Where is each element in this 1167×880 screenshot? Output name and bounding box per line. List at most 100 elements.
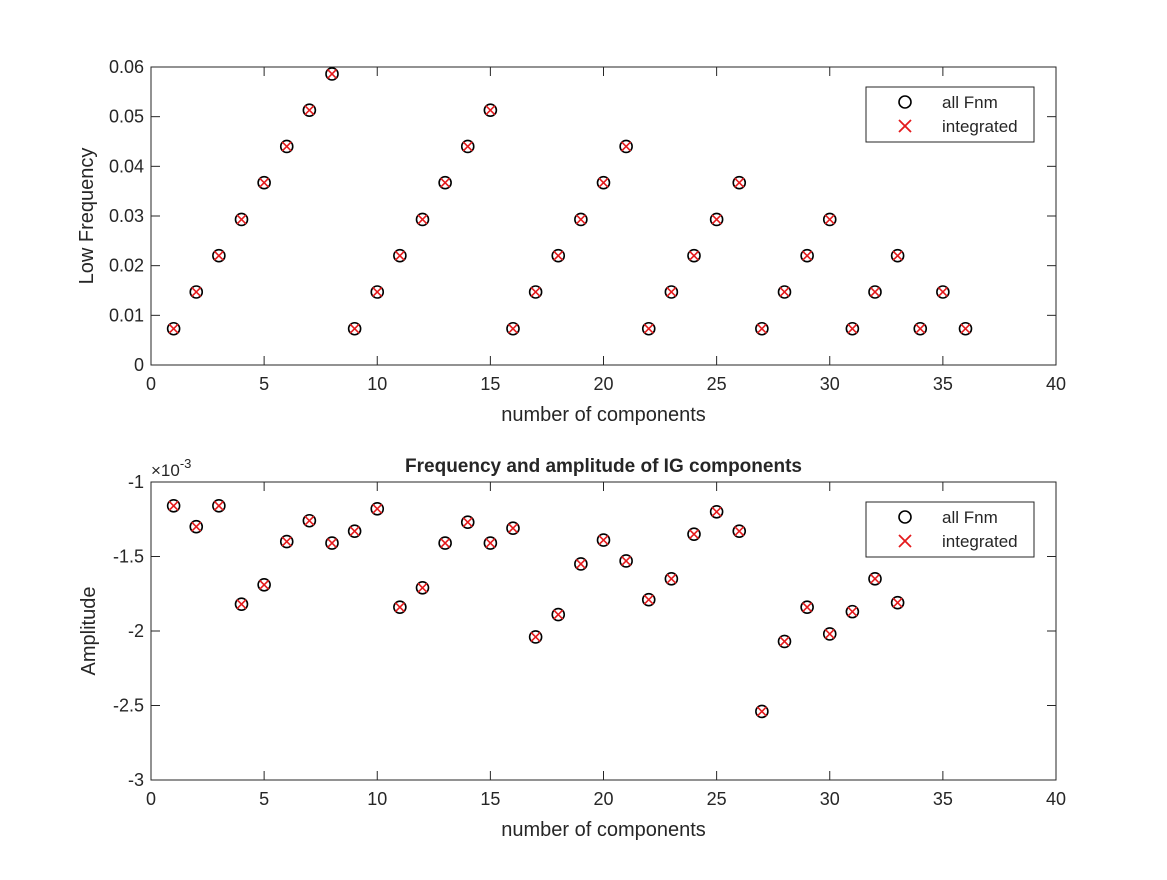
all-fnm-point: [551, 248, 566, 263]
all-fnm-point: [777, 285, 792, 299]
all-fnm-point: [913, 321, 928, 336]
all-fnm-point: [687, 248, 701, 263]
chart-title: Frequency and amplitude of IG components: [405, 456, 802, 477]
integrated-point: [281, 536, 292, 547]
data-marks: [166, 499, 905, 719]
integrated-point: [326, 68, 338, 80]
legend-label-integrated: integrated: [942, 117, 1018, 136]
integrated-point: [530, 631, 541, 643]
integrated-point: [666, 286, 677, 298]
integrated-point: [779, 636, 790, 647]
all-fnm-point: [234, 597, 249, 611]
y-tick-label: 0.05: [109, 107, 144, 127]
all-fnm-point: [279, 139, 294, 154]
all-fnm-point: [302, 103, 317, 118]
integrated-point: [824, 628, 835, 640]
integrated-point: [621, 141, 632, 152]
x-axis-label: number of components: [501, 404, 706, 426]
x-tick-label: 5: [259, 789, 269, 809]
x-tick-label: 35: [933, 789, 953, 809]
integrated-point: [191, 521, 202, 532]
integrated-point: [281, 141, 292, 152]
integrated-point: [688, 250, 700, 261]
integrated-point: [666, 573, 677, 584]
all-fnm-point: [777, 634, 792, 649]
x-tick-label: 5: [259, 374, 269, 394]
integrated-point: [485, 105, 496, 116]
all-fnm-point: [189, 519, 204, 534]
all-fnm-point: [438, 536, 452, 550]
x-tick-label: 10: [367, 374, 387, 394]
integrated-point: [847, 606, 858, 617]
all-fnm-point: [958, 321, 973, 336]
x-tick-label: 30: [820, 374, 840, 394]
integrated-point: [621, 555, 632, 567]
ticks: 0 5 10 15 20 25 30 35 40 0 0.01 0.02 0.03 0.04 0.05 0.0…: [109, 57, 1066, 394]
all-fnm-point: [732, 524, 747, 538]
all-fnm-point: [596, 533, 611, 547]
all-fnm-point: [234, 212, 249, 227]
integrated-point: [575, 558, 586, 570]
all-fnm-point: [166, 499, 181, 513]
integrated-point: [802, 250, 813, 261]
all-fnm-point: [325, 536, 339, 550]
integrated-point: [349, 323, 360, 334]
integrated-point: [824, 214, 835, 225]
integrated-point: [779, 286, 790, 298]
integrated-point: [643, 323, 654, 334]
all-fnm-point: [890, 595, 905, 610]
integrated-point: [734, 526, 745, 537]
all-fnm-point: [800, 600, 814, 614]
y-tick-label: 0.01: [109, 305, 144, 325]
legend-box: [865, 86, 1035, 143]
integrated-point: [213, 500, 224, 511]
integrated-point: [236, 214, 247, 225]
y-tick-label: 0.06: [109, 57, 144, 77]
y-axis-multiplier-exponent: -3: [180, 456, 192, 471]
all-fnm-point: [257, 578, 271, 592]
integrated-point: [937, 286, 948, 298]
all-fnm-point: [347, 524, 362, 538]
x-axis-label: number of components: [501, 819, 706, 841]
integrated-point: [553, 609, 564, 620]
all-fnm-point: [709, 212, 724, 227]
legend-circle-marker: [898, 95, 912, 109]
legend-label-all-fnm: all Fnm: [942, 93, 998, 112]
integrated-point: [440, 177, 451, 188]
integrated-point: [688, 529, 700, 540]
all-fnm-point: [936, 285, 950, 299]
low-frequency-plot: 0 5 10 15 20 25 30 35 40 0 0.01 0.02 0.03 0.04 0.05 0.0…: [76, 57, 1066, 426]
all-fnm-point: [709, 504, 724, 519]
all-fnm-point: [460, 515, 475, 530]
integrated-point: [236, 599, 247, 610]
integrated-point: [304, 515, 315, 526]
all-fnm-point: [347, 321, 362, 336]
integrated-point: [462, 517, 473, 528]
integrated-point: [847, 323, 858, 334]
integrated-point: [349, 526, 360, 537]
x-tick-label: 30: [820, 789, 840, 809]
y-axis-multiplier: ×10-3: [151, 456, 191, 480]
integrated-point: [213, 250, 224, 261]
all-fnm-point: [822, 627, 837, 641]
x-tick-label: 15: [480, 789, 500, 809]
integrated-point: [869, 573, 881, 584]
legend-label-all-fnm: all Fnm: [942, 508, 998, 527]
integrated-point: [259, 579, 270, 590]
integrated-point: [440, 538, 451, 549]
integrated-point: [372, 286, 383, 298]
integrated-point: [756, 323, 767, 334]
all-fnm-point: [574, 557, 588, 571]
integrated-point: [915, 323, 926, 334]
y-axis-label: Low Frequency: [76, 148, 98, 285]
legend: all Fnm integrated: [865, 501, 1035, 558]
all-fnm-point: [370, 285, 385, 299]
x-tick-label: 35: [933, 374, 953, 394]
integrated-point: [892, 597, 903, 608]
all-fnm-point: [755, 321, 769, 336]
y-tick-label: 0.04: [109, 156, 144, 176]
all-fnm-point: [596, 175, 611, 190]
all-fnm-point: [890, 248, 905, 263]
integrated-point: [191, 286, 202, 298]
all-fnm-point: [528, 630, 543, 644]
